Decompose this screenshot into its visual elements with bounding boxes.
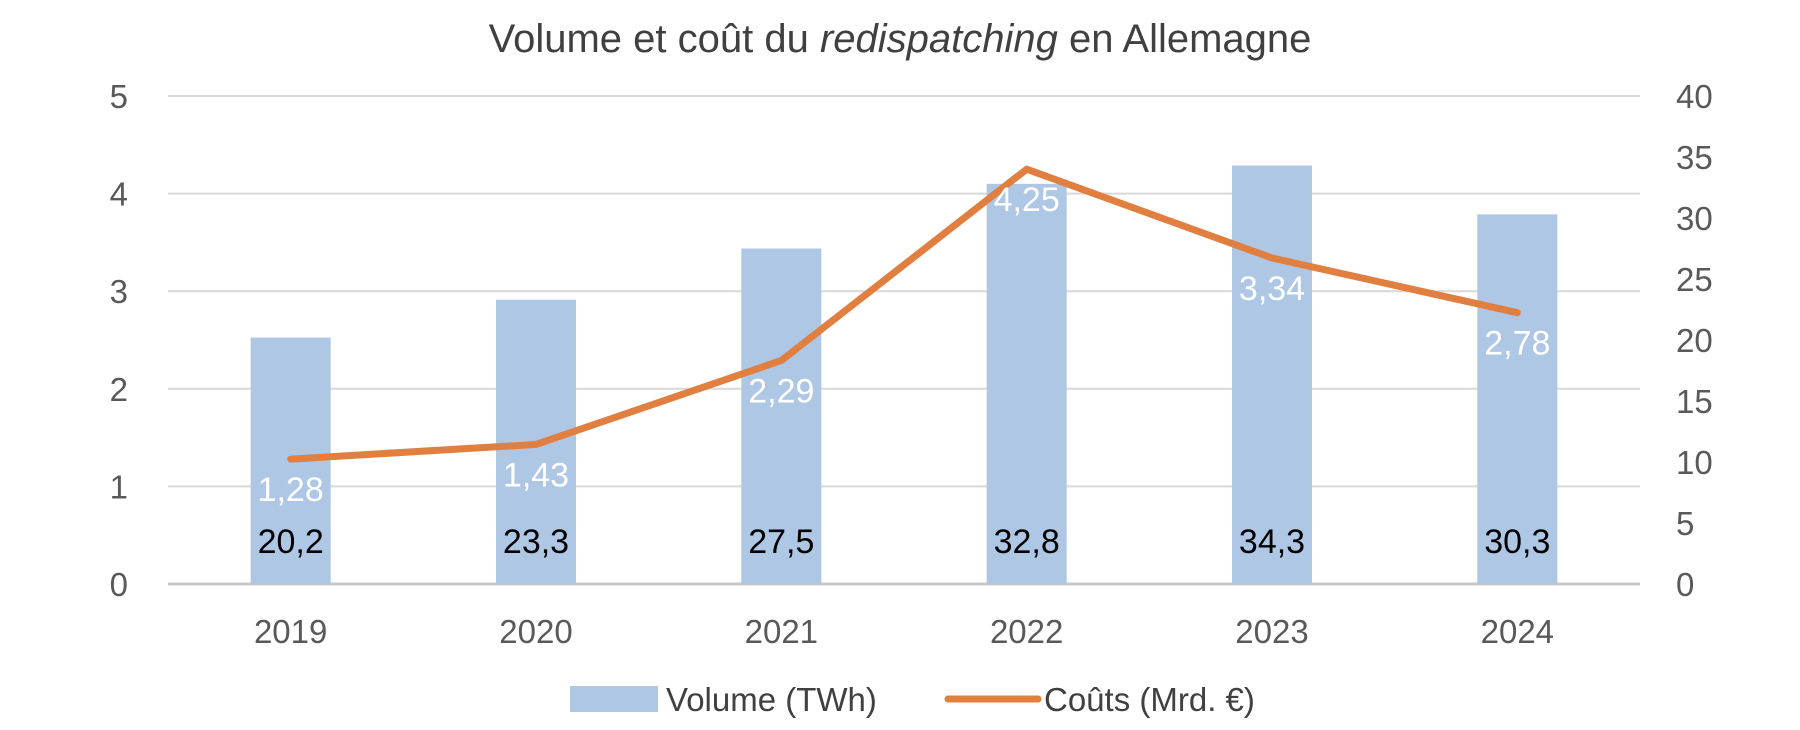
volume-data-label: 34,3	[1239, 523, 1305, 561]
right-axis-tick: 30	[1676, 200, 1713, 237]
legend-volume-label: Volume (TWh)	[666, 681, 877, 718]
cost-data-label: 1,28	[258, 471, 324, 509]
bars	[250, 165, 1558, 585]
chart-title-suffix: en Allemagne	[1058, 17, 1312, 61]
bar	[1477, 214, 1558, 584]
right-axis-tick: 10	[1676, 444, 1713, 481]
right-axis-tick: 25	[1676, 261, 1713, 298]
right-axis-tick: 15	[1676, 383, 1713, 420]
cost-line-path	[287, 165, 1521, 463]
volume-data-label: 32,8	[994, 523, 1060, 561]
x-axis-tick: 2020	[499, 613, 572, 650]
axes: 0 1 2 3 4 5 0 5 10 15 20 25 30 35 40 2019 2020 2021 2022 20…	[110, 78, 1713, 650]
chart-title-italic: redispatching	[820, 17, 1058, 61]
bar	[741, 248, 822, 584]
x-axis-tick: 2019	[254, 613, 327, 650]
left-axis-tick: 3	[110, 273, 128, 310]
right-axis-tick: 5	[1676, 505, 1694, 542]
right-axis-tick: 20	[1676, 322, 1713, 359]
legend-cost-label: Coûts (Mrd. €)	[1044, 681, 1255, 718]
right-axis-tick: 0	[1676, 566, 1694, 603]
volume-data-label: 23,3	[503, 523, 569, 561]
gridlines	[168, 95, 1640, 586]
left-axis-tick: 5	[110, 78, 128, 115]
volume-data-label: 30,3	[1484, 523, 1550, 561]
volume-data-label: 20,2	[258, 523, 324, 561]
left-axis-tick: 4	[110, 176, 128, 213]
legend-volume-swatch	[570, 686, 658, 712]
chart-title-prefix: Volume et coût du	[489, 17, 820, 61]
x-axis-tick: 2021	[745, 613, 818, 650]
volume-data-label: 27,5	[748, 523, 814, 561]
bar	[986, 183, 1067, 584]
x-axis-tick: 2022	[990, 613, 1063, 650]
cost-data-label: 4,25	[994, 181, 1060, 219]
right-axis-tick: 35	[1676, 139, 1713, 176]
cost-data-label: 2,78	[1484, 325, 1550, 363]
legend: Volume (TWh) Coûts (Mrd. €)	[570, 681, 1255, 718]
data-labels: 1,28 1,43 2,29 4,25 3,34 2,78 20,2 23,3 27,5 32,8…	[258, 181, 1551, 561]
left-axis-tick: 2	[110, 371, 128, 408]
cost-data-label: 2,29	[748, 372, 814, 410]
x-axis-tick: 2023	[1235, 613, 1308, 650]
x-axis-tick: 2024	[1481, 613, 1554, 650]
left-axis-tick: 1	[110, 468, 128, 505]
cost-data-label: 1,43	[503, 456, 569, 494]
cost-data-label: 3,34	[1239, 270, 1305, 308]
cost-line	[287, 165, 1521, 463]
right-axis-tick: 40	[1676, 78, 1713, 115]
chart-title: Volume et coût du redispatching en Allem…	[489, 17, 1312, 61]
left-axis-tick: 0	[110, 566, 128, 603]
bar	[1232, 165, 1312, 585]
